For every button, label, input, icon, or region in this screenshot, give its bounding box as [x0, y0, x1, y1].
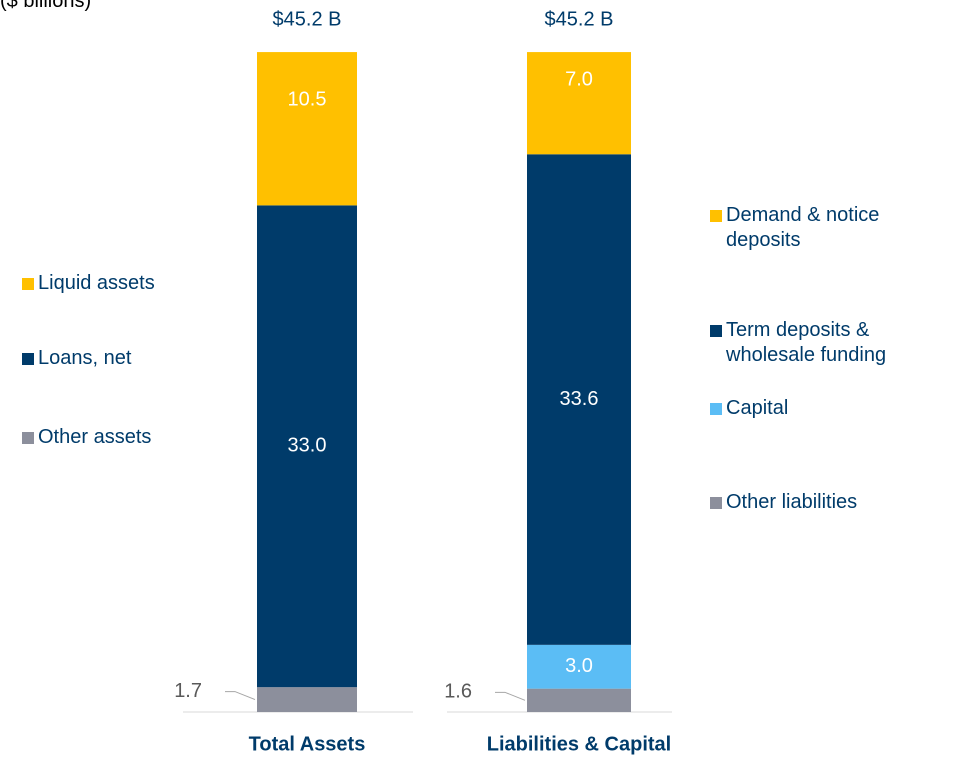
category-label: Total Assets	[249, 733, 366, 755]
value-label: 3.0	[565, 655, 593, 677]
bar-segment	[527, 154, 631, 645]
legend-swatch	[22, 278, 34, 290]
legend-label: Capital	[726, 397, 789, 419]
leader-line	[225, 691, 256, 701]
legend-item: Term deposits & wholesale funding	[710, 318, 945, 368]
legend-item: Other assets	[22, 425, 151, 450]
bar-segment	[257, 52, 357, 206]
legend-label: Loans, net	[38, 347, 132, 369]
legend-item: Demand & notice deposits	[710, 203, 945, 253]
legend-swatch	[710, 325, 722, 337]
legend-swatch	[710, 210, 722, 222]
value-label: 33.6	[560, 388, 599, 410]
value-label: 33.0	[288, 435, 327, 457]
bar-segment	[527, 688, 631, 712]
legend-item: Capital	[710, 396, 945, 421]
total-label: $45.2 B	[545, 8, 614, 30]
value-label: 1.7	[174, 680, 202, 702]
legend-item: Liquid assets	[22, 271, 155, 296]
legend-swatch	[22, 432, 34, 444]
legend-label: Liquid assets	[38, 272, 155, 294]
legend-label: Demand & notice deposits	[726, 204, 880, 251]
value-label: 7.0	[565, 68, 593, 90]
legend-label: Other assets	[38, 426, 152, 448]
value-label: 10.5	[288, 88, 327, 110]
legend-swatch	[710, 497, 722, 509]
category-label: Liabilities & Capital	[487, 733, 671, 755]
bar-segment	[527, 52, 631, 155]
legend-swatch	[22, 353, 34, 365]
legend-label: Other liabilities	[726, 491, 858, 513]
bar-segment	[257, 205, 357, 688]
bar-segment	[257, 687, 357, 712]
value-label: 1.6	[444, 681, 472, 703]
legend-label: Term deposits & wholesale funding	[726, 319, 887, 366]
subtitle: ($ billions)	[0, 0, 92, 12]
legend-swatch	[710, 403, 722, 415]
total-label: $45.2 B	[273, 8, 342, 30]
legend-item: Loans, net	[22, 346, 131, 371]
leader-line	[495, 691, 526, 701]
bar-segment	[527, 644, 631, 689]
legend-item: Other liabilities	[710, 490, 945, 515]
